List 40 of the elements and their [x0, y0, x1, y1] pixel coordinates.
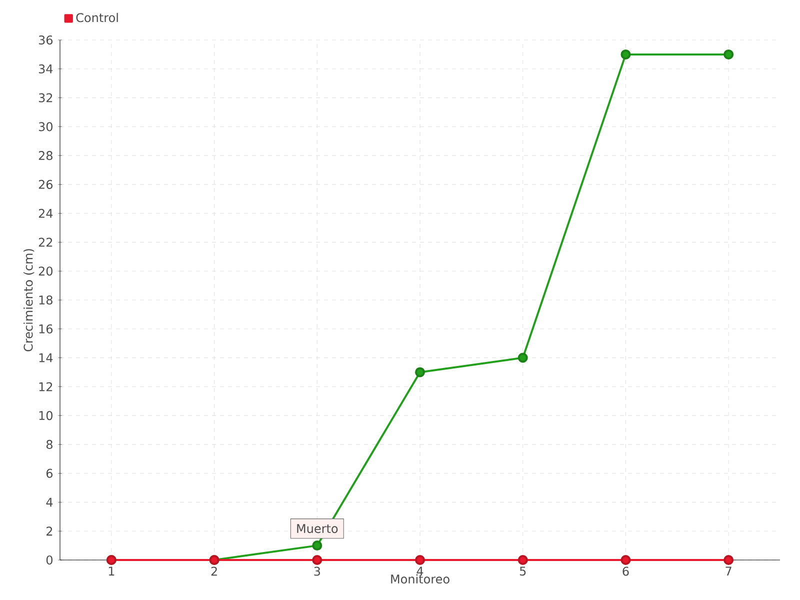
y-tick-label: 10 — [39, 411, 52, 420]
y-tick-label: 30 — [38, 122, 52, 132]
x-axis-title: Monitoreo — [391, 574, 450, 584]
y-tick-label: 0 — [46, 555, 52, 565]
y-tick-label: 4 — [46, 498, 53, 507]
y-axis-title: Crecimiento (cm) — [24, 249, 34, 352]
x-tick-label: 5 — [520, 566, 526, 576]
point — [312, 555, 322, 565]
y-tick-label: 24 — [38, 208, 53, 218]
y-tick-label: 20 — [38, 266, 52, 276]
point — [724, 49, 734, 60]
x-tick-label: 3 — [314, 566, 320, 576]
point — [620, 49, 631, 60]
point — [415, 555, 425, 565]
point — [620, 555, 631, 565]
x-tick-label: 2 — [211, 566, 217, 576]
x-tick-label: 6 — [622, 566, 629, 576]
point — [518, 352, 528, 363]
y-tick-label: 2 — [46, 526, 52, 536]
y-tick-label: 8 — [46, 440, 52, 449]
x-tick-label: 1 — [108, 566, 114, 576]
y-tick-label: 34 — [38, 64, 53, 74]
point — [312, 540, 322, 551]
y-tick-label: 26 — [38, 180, 53, 189]
annotation: Muerto — [297, 524, 338, 534]
x-tick-label: 7 — [726, 566, 732, 576]
point — [415, 367, 425, 378]
y-tick-label: 12 — [39, 382, 52, 392]
y-tick-label: 32 — [38, 93, 52, 102]
point — [724, 555, 734, 565]
y-tick-label: 16 — [39, 324, 53, 334]
y-tick-label: 28 — [38, 151, 52, 160]
y-tick-label: 6 — [46, 468, 53, 478]
y-tick-label: 14 — [39, 353, 53, 362]
y-tick-label: 18 — [39, 295, 52, 305]
y-tick-label: 22 — [38, 238, 52, 247]
y-tick-label: 36 — [38, 35, 53, 45]
point — [518, 555, 528, 565]
x-tick-label: 4 — [416, 566, 424, 576]
legend-label: Control — [76, 12, 118, 22]
